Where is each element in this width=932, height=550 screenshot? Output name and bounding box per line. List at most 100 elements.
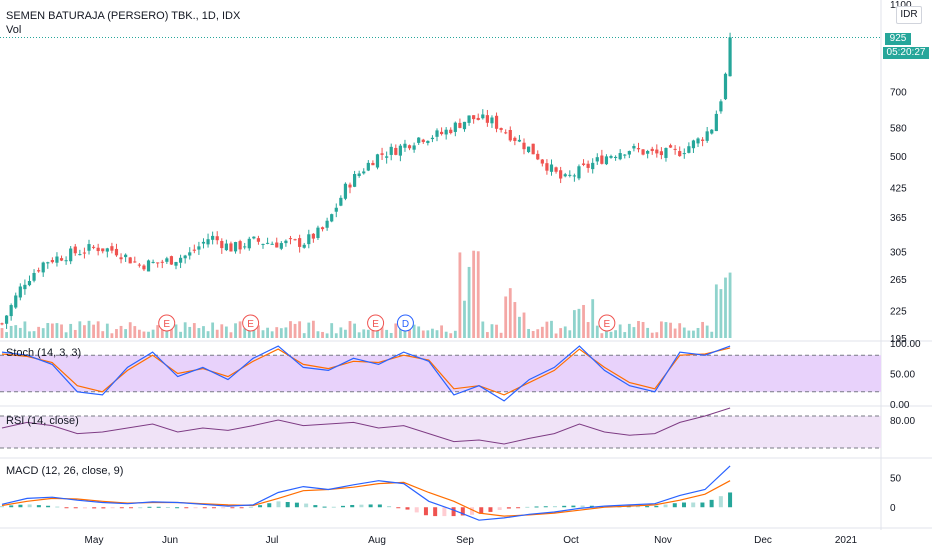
candle-body <box>73 246 77 254</box>
macd-histogram-bar <box>239 507 244 509</box>
volume-bar <box>728 272 732 338</box>
candle-body <box>632 146 636 149</box>
candle-body <box>243 246 247 248</box>
candle-body <box>426 140 430 144</box>
macd-histogram-bar <box>211 507 216 509</box>
macd-histogram-bar <box>405 507 410 510</box>
candle-body <box>412 145 416 150</box>
volume-bar <box>73 329 77 338</box>
macd-tick-label: 50 <box>890 474 902 485</box>
macd-histogram-bar <box>9 505 14 508</box>
volume-bar <box>348 321 352 338</box>
earnings-marker-icon <box>242 314 260 332</box>
macd-histogram-bar <box>46 505 51 508</box>
macd-histogram-bar <box>368 504 373 508</box>
macd-histogram-bar <box>377 504 382 508</box>
candle-body <box>224 243 228 251</box>
macd-histogram-bar <box>460 507 465 516</box>
volume-bar <box>119 325 123 338</box>
macd-histogram-bar <box>36 505 41 508</box>
volume-bar <box>224 326 228 338</box>
macd-histogram-bar <box>119 507 124 509</box>
candle-body <box>23 284 27 290</box>
macd-histogram-bar <box>322 506 327 508</box>
volume-bar <box>344 329 347 338</box>
macd-histogram-bar <box>543 506 548 508</box>
volume-bar <box>531 331 535 338</box>
macd-histogram-bar <box>442 507 447 517</box>
candle-body <box>110 246 114 251</box>
candle-body <box>723 73 728 100</box>
macd-histogram-bar <box>73 507 78 509</box>
candle-body <box>403 143 407 148</box>
rsi-band <box>0 416 881 448</box>
candle-body <box>449 129 453 134</box>
volume-bar <box>353 323 356 338</box>
currency-badge[interactable]: IDR <box>896 6 922 24</box>
macd-histogram-bar <box>681 502 686 508</box>
candle-body <box>256 238 261 242</box>
earnings-marker-icon <box>158 314 176 332</box>
volume-bar <box>238 321 242 338</box>
candle-body <box>78 254 82 256</box>
candle-body <box>563 174 567 177</box>
volume-bar <box>380 327 384 338</box>
candle-body <box>27 280 32 286</box>
volume-bar <box>554 333 558 338</box>
dividend-marker-icon <box>396 314 414 332</box>
candle-body <box>600 155 604 164</box>
macd-histogram-bar <box>184 507 189 509</box>
volume-bar <box>559 328 563 338</box>
volume-bar <box>508 288 512 338</box>
volume-bar <box>105 323 109 338</box>
volume-bar <box>398 327 402 338</box>
candle-body <box>156 262 160 264</box>
volume-bar <box>142 331 146 338</box>
x-axis-label: Jun <box>162 535 178 546</box>
candle-body <box>101 248 105 252</box>
candle-body <box>678 151 682 157</box>
candle-body <box>664 147 668 158</box>
macd-histogram-bar <box>129 507 134 509</box>
candle-body <box>146 260 151 272</box>
volume-bar <box>687 330 691 338</box>
macd-histogram-bar <box>350 504 355 508</box>
volume-bar <box>188 326 192 338</box>
volume-bar <box>577 308 581 338</box>
volume-bar <box>366 329 370 338</box>
candle-body <box>476 117 480 120</box>
volume-bar <box>513 302 517 338</box>
volume-label: Vol <box>6 24 22 36</box>
price-tick-label: 1100 <box>890 0 912 11</box>
volume-bar <box>183 322 187 338</box>
macd-histogram-bar <box>82 507 87 509</box>
macd-histogram-bar <box>340 505 345 508</box>
price-tick-label: 195 <box>890 334 907 345</box>
volume-bar <box>46 323 50 338</box>
candle-body <box>366 162 370 171</box>
volume-bar <box>302 333 306 338</box>
candle-body <box>261 243 265 245</box>
volume-bar <box>412 324 416 338</box>
x-axis-label: Dec <box>754 535 772 546</box>
candle-body <box>430 137 435 140</box>
volume-bar <box>426 330 430 338</box>
x-axis-label: Nov <box>654 535 672 546</box>
candle-body <box>417 137 421 143</box>
macd-histogram-bar <box>18 504 23 508</box>
candle-body <box>14 295 18 308</box>
volume-bar <box>403 330 407 338</box>
candle-body <box>362 171 366 174</box>
candle-body <box>540 159 544 164</box>
candle-body <box>659 151 663 156</box>
volume-bar <box>279 328 283 338</box>
volume-bar <box>536 329 540 338</box>
candle-body <box>220 240 224 249</box>
candle-body <box>687 146 691 153</box>
volume-bar <box>481 321 485 338</box>
volume-bar <box>234 323 237 338</box>
candle-body <box>348 184 352 188</box>
candle-body <box>700 139 705 141</box>
candle-body <box>517 139 522 142</box>
